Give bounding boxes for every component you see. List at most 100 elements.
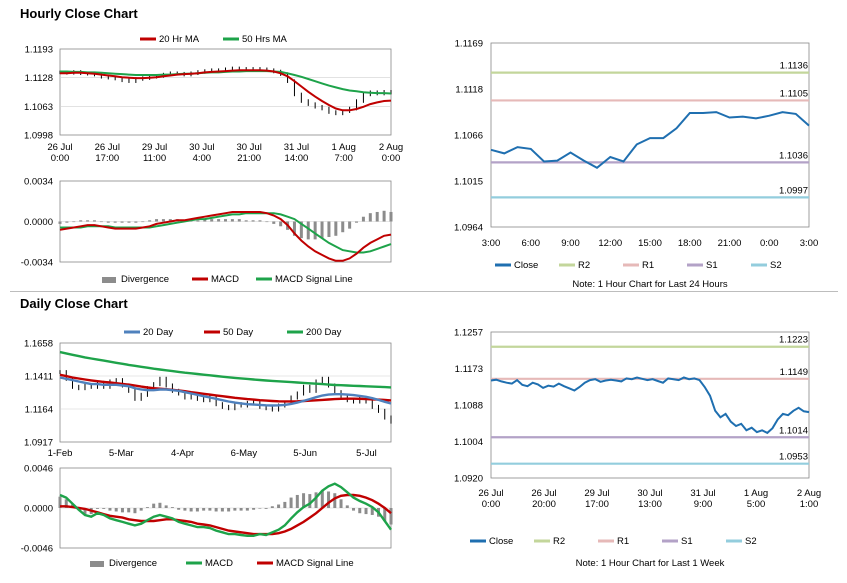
daily-price-x-tick-label: 4-Apr	[171, 448, 194, 459]
divergence-bar	[334, 221, 338, 236]
legend-divergence-label: Divergence	[109, 558, 157, 569]
daily-price-x-tick-label: 5-Mar	[109, 448, 134, 459]
close-line	[490, 376, 810, 435]
divergence-bar	[375, 211, 379, 222]
daily-price-x-tick-label: 6-May	[231, 448, 258, 459]
divergence-bar	[95, 508, 99, 509]
legend-macd-label: MACD	[211, 274, 239, 285]
hourly_pivot-x-tick-label: 3:00	[482, 238, 501, 249]
divergence-bar	[389, 211, 393, 222]
divergence-bar	[134, 221, 138, 223]
divergence-bar	[327, 221, 331, 237]
legend-macd-signal-label: MACD Signal Line	[275, 274, 353, 285]
hourly-macd-y-tick-label: 0.0034	[24, 177, 53, 188]
level-r1-label: 1.1105	[780, 88, 808, 99]
legend-s1-label: S1	[681, 536, 693, 547]
hourly_pivot-y-tick-label: 1.1169	[455, 39, 483, 50]
hourly-section-title: Hourly Close Chart	[20, 6, 138, 21]
ma200-line	[59, 350, 392, 389]
hourly_pivot-x-tick-label: 3:00	[800, 238, 819, 249]
level-r1-label: 1.1149	[780, 367, 808, 378]
divergence-bar	[370, 508, 374, 515]
divergence-bar	[72, 221, 76, 223]
daily-macd-y-tick-label: 0.0046	[24, 464, 53, 475]
daily_pivot-x-tick-label: 29 Jul 17:00	[584, 488, 609, 510]
legend-s1-label: S1	[706, 260, 718, 271]
divergence-bar	[217, 219, 221, 222]
divergence-bar	[368, 213, 372, 222]
legend-20day-label: 20 Day	[143, 327, 173, 338]
hourly-price-y-tick-label: 1.1063	[24, 102, 53, 113]
close-line	[490, 111, 810, 169]
plot-area	[59, 48, 392, 136]
divergence-bar	[313, 221, 317, 240]
hourly_pivot-x-tick-label: 18:00	[678, 238, 702, 249]
divergence-bar	[299, 221, 303, 239]
divergence-bar	[113, 221, 117, 223]
level-s2-label: 1.0997	[779, 185, 808, 196]
divergence-bar	[306, 221, 310, 240]
daily_pivot-y-tick-label: 1.1004	[454, 437, 483, 448]
legend-s2-label: S2	[770, 260, 782, 271]
divergence-bar	[348, 221, 352, 229]
daily-macd-y-tick-label: -0.0046	[21, 544, 53, 555]
hourly_pivot-y-tick-label: 1.0964	[454, 223, 483, 234]
hourly-price-x-tick-label: 1 Aug 7:00	[332, 142, 356, 164]
divergence-bar	[114, 508, 118, 512]
divergence-bar	[224, 219, 227, 222]
divergence-bar	[208, 508, 212, 511]
divergence-bar	[203, 219, 207, 222]
divergence-bar	[120, 508, 124, 513]
legend-r1-label: R1	[642, 260, 654, 271]
daily-price-y-tick-label: 1.1658	[24, 339, 53, 350]
daily-price-y-tick-label: 1.1164	[25, 405, 53, 416]
legend-macd-label: MACD	[205, 558, 233, 569]
divergence-bar	[214, 508, 218, 512]
divergence-bar	[361, 216, 365, 222]
level-s1-label: 1.1036	[779, 150, 808, 161]
legend-divergence-label: Divergence	[121, 274, 169, 285]
divergence-bar	[189, 508, 193, 512]
chart-note: Note: 1 Hour Chart for Last 1 Week	[576, 558, 725, 569]
divergence-bar	[258, 508, 262, 509]
ma50-line	[59, 373, 392, 403]
plot-area	[490, 42, 810, 228]
hourly_pivot-x-tick-label: 6:00	[522, 238, 541, 249]
divergence-bar	[258, 220, 262, 222]
divergence-bar	[227, 508, 231, 512]
divergence-bar	[277, 504, 281, 508]
legend-ma50-label: 50 Hrs MA	[242, 34, 288, 45]
divergence-bar	[355, 221, 359, 223]
level-r2-label: 1.1136	[780, 61, 808, 72]
divergence-bar	[86, 220, 90, 222]
divergence-bar	[320, 490, 324, 508]
divergence-bar	[83, 508, 87, 515]
divergence-bar	[195, 508, 199, 512]
divergence-bar	[245, 508, 249, 511]
divergence-bar	[196, 220, 200, 222]
divergence-bar	[308, 494, 312, 508]
level-s1-label: 1.1014	[779, 425, 808, 436]
divergence-bar	[92, 220, 96, 222]
divergence-bar	[139, 508, 143, 511]
daily-section-title: Daily Close Chart	[20, 296, 128, 311]
divergence-bar	[202, 508, 206, 511]
level-s2-label: 1.0953	[779, 452, 808, 463]
section-divider	[10, 291, 838, 292]
daily-price-x-tick-label: 1-Feb	[48, 448, 73, 459]
hourly-price-x-tick-label: 30 Jul 21:00	[236, 142, 261, 164]
divergence-bar	[279, 221, 283, 227]
divergence-bar	[352, 508, 356, 511]
legend-200day-label: 200 Day	[306, 327, 342, 338]
divergence-bar	[237, 219, 241, 222]
hourly_pivot-x-tick-label: 9:00	[561, 238, 580, 249]
macd-signal-line	[60, 212, 392, 254]
divergence-bar	[289, 497, 293, 508]
legend-close-label: Close	[489, 536, 513, 547]
divergence-bar	[170, 507, 174, 508]
divergence-bar	[383, 508, 387, 522]
divergence-bar	[345, 505, 349, 508]
macd-line	[59, 482, 392, 537]
ma50-line	[60, 70, 392, 95]
